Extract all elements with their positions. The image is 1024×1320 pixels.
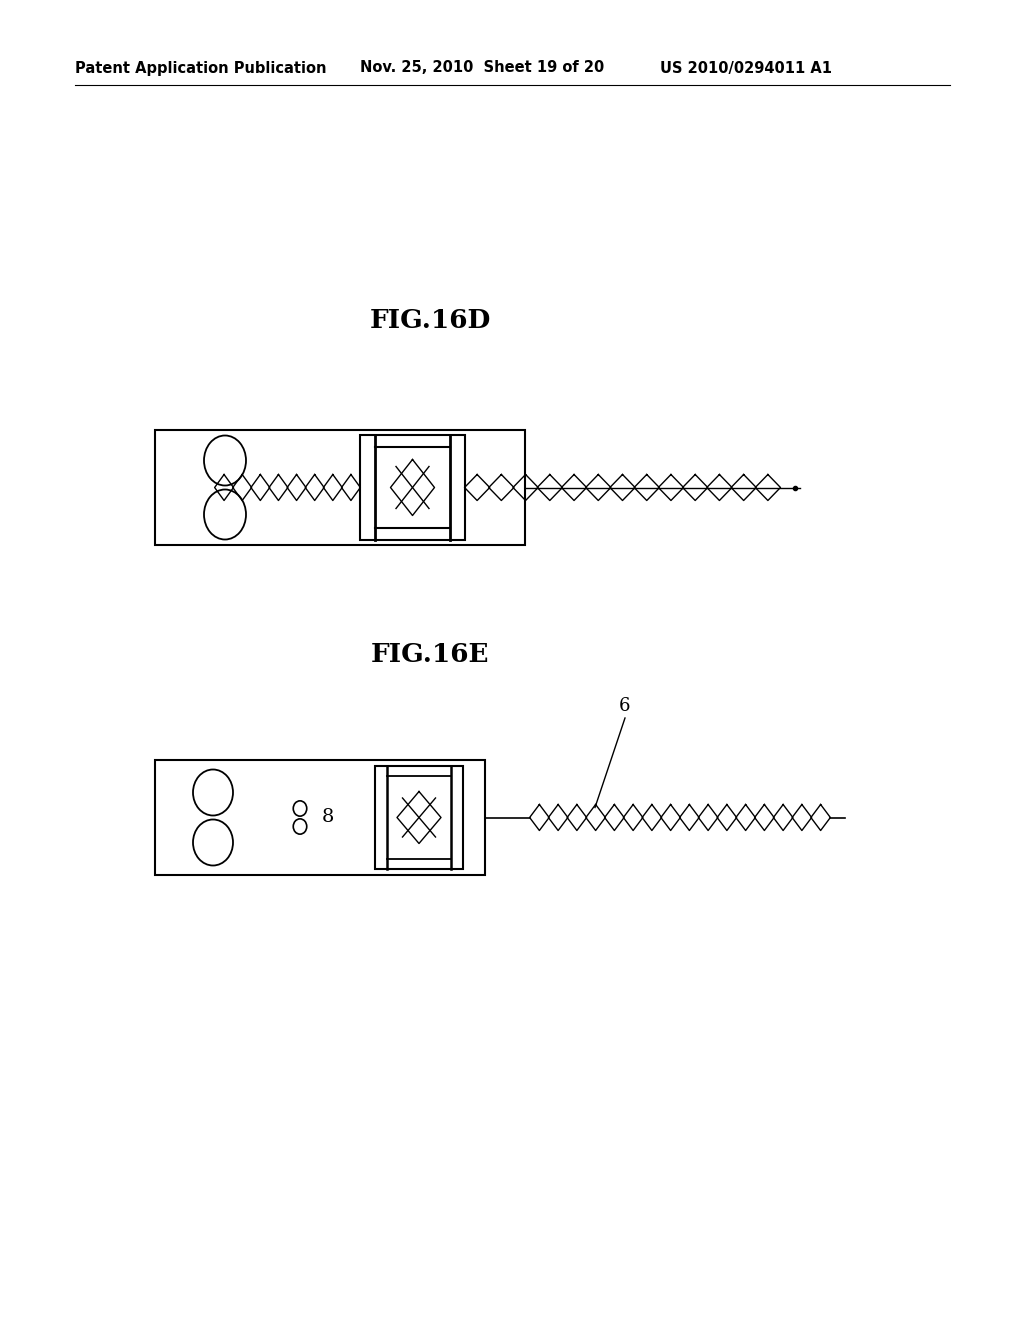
Text: FIG.16E: FIG.16E [371,643,489,668]
Ellipse shape [293,818,307,834]
Bar [155,430,525,545]
Text: 8: 8 [322,808,335,826]
Ellipse shape [293,801,307,816]
Text: Patent Application Publication: Patent Application Publication [75,61,327,75]
Bar [155,760,485,875]
Text: 6: 6 [620,697,631,715]
Text: FIG.16D: FIG.16D [370,308,490,333]
Bar [360,436,465,540]
Ellipse shape [204,436,246,486]
Ellipse shape [204,490,246,540]
Bar [375,766,463,869]
Ellipse shape [193,820,233,866]
Ellipse shape [193,770,233,816]
Text: US 2010/0294011 A1: US 2010/0294011 A1 [660,61,831,75]
Text: Nov. 25, 2010  Sheet 19 of 20: Nov. 25, 2010 Sheet 19 of 20 [360,61,604,75]
